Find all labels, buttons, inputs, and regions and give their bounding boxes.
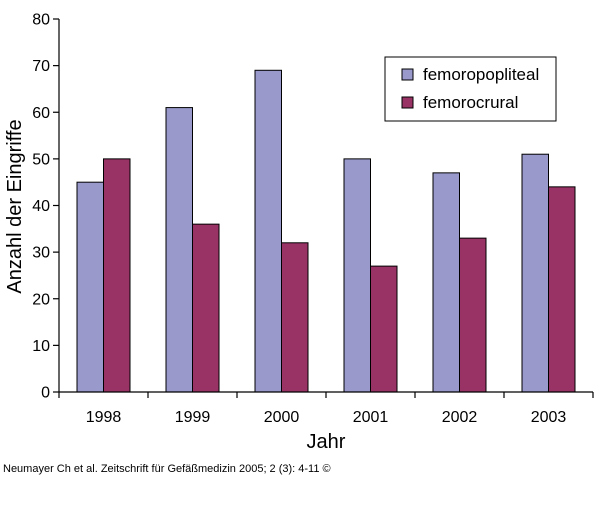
- legend-swatch-femoropopliteal: [401, 68, 414, 81]
- legend-box: [384, 56, 557, 122]
- y-axis-ticks: 0 10 20 30 40 50 60 70 80: [32, 12, 59, 402]
- y-tick-label: 20: [32, 291, 50, 308]
- x-axis-ticks: 1998 1999 2000 2001 2002 2003: [58, 392, 594, 426]
- x-tick-label: 2002: [442, 409, 478, 426]
- bar-femoropopliteal-2001: [343, 158, 371, 393]
- y-tick-label: 30: [32, 245, 50, 262]
- y-axis-title: Anzahl der Eingriffe: [4, 119, 26, 293]
- y-tick-label: 40: [32, 198, 50, 215]
- y-tick-label: 10: [32, 338, 50, 355]
- legend: femoropopliteal femorocrural: [384, 56, 557, 122]
- bar-femorocrural-2001: [370, 265, 398, 393]
- bar-femoropopliteal-2002: [432, 172, 460, 393]
- bar-femorocrural-1998: [103, 158, 131, 393]
- bar-chart: 0 10 20 30 40 50 60 70 80 1998 1999 2000 2001 2002 20…: [4, 12, 594, 453]
- bar-femoropopliteal-2003: [521, 153, 549, 393]
- y-tick-label: 50: [32, 151, 50, 168]
- x-tick-label: 2003: [531, 409, 567, 426]
- legend-label-femoropopliteal: femoropopliteal: [423, 65, 539, 84]
- x-axis-title: Jahr: [307, 431, 346, 453]
- bar-femorocrural-2000: [281, 242, 309, 393]
- bar-femorocrural-1999: [192, 223, 220, 393]
- y-tick-label: 0: [41, 385, 50, 402]
- x-tick-label: 1998: [86, 409, 122, 426]
- legend-label-femorocrural: femorocrural: [423, 93, 518, 112]
- y-tick-label: 80: [32, 12, 50, 29]
- bar-femorocrural-2002: [459, 237, 487, 393]
- legend-swatch-femorocrural: [401, 96, 414, 109]
- x-tick-label: 1999: [175, 409, 211, 426]
- citation: Neumayer Ch et al. Zeitschrift für Gefäß…: [3, 463, 331, 475]
- y-tick-label: 70: [32, 58, 50, 75]
- bars: [76, 69, 576, 393]
- bar-femoropopliteal-1999: [165, 107, 193, 393]
- x-tick-label: 2001: [353, 409, 389, 426]
- y-tick-label: 60: [32, 105, 50, 122]
- x-tick-label: 2000: [264, 409, 300, 426]
- bar-femoropopliteal-2000: [254, 69, 282, 393]
- bar-femoropopliteal-1998: [76, 181, 104, 393]
- bar-femorocrural-2003: [548, 186, 576, 393]
